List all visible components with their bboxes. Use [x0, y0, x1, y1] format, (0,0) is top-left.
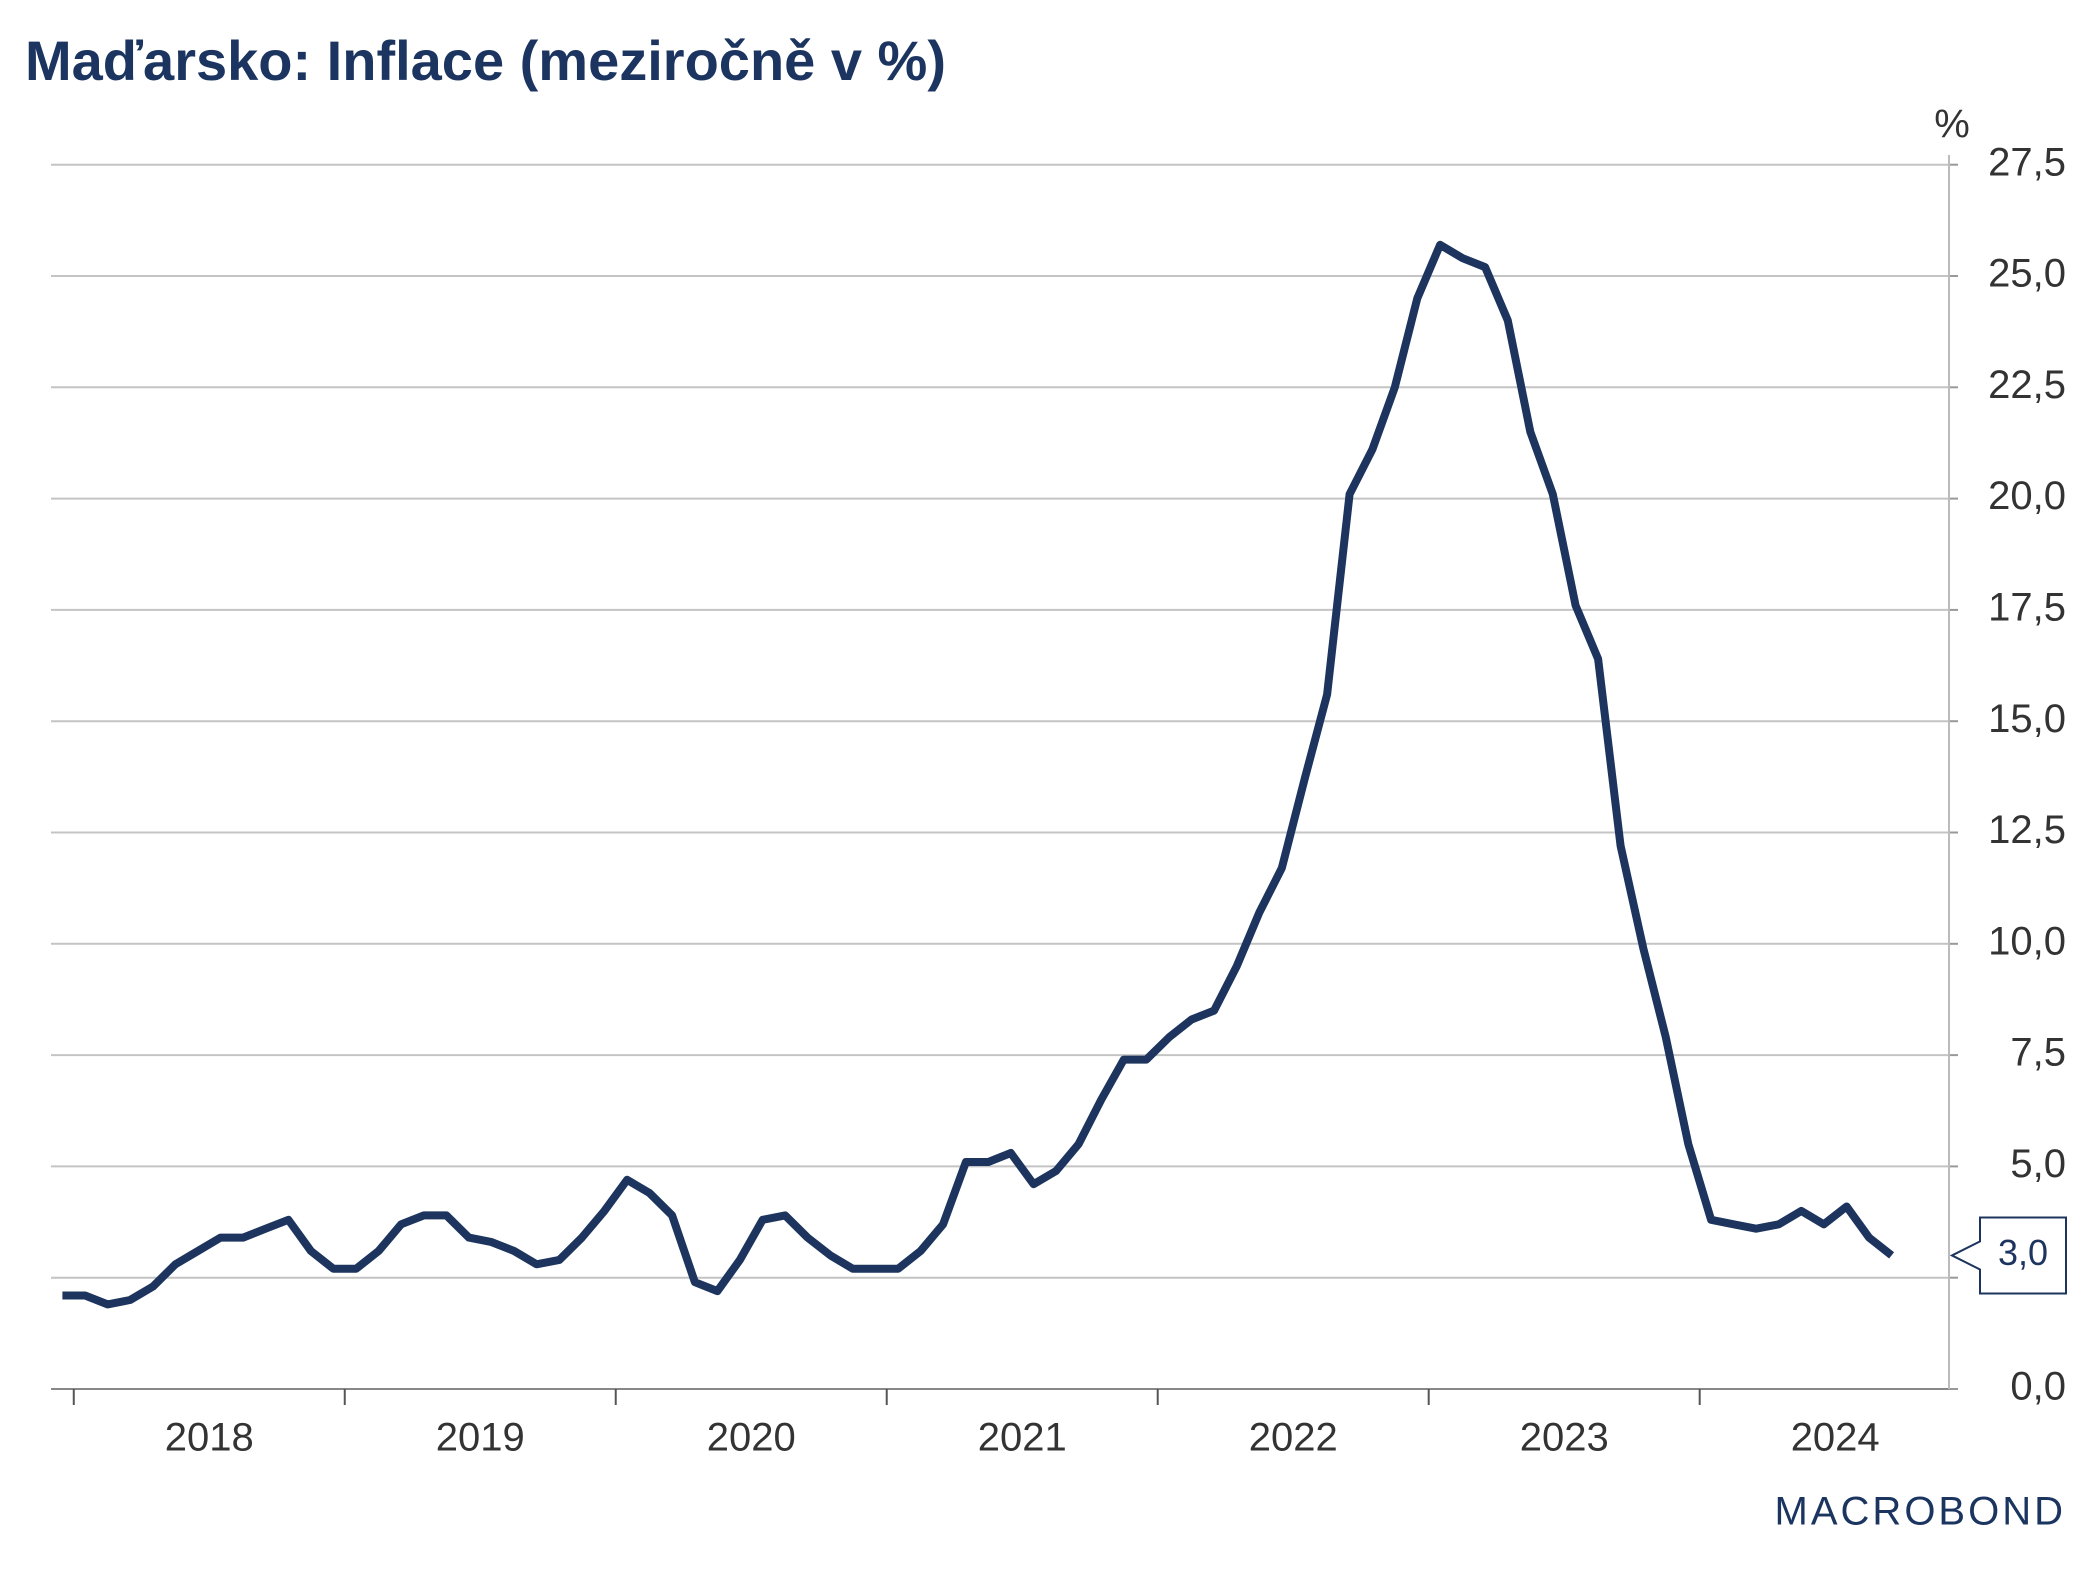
y-tick-label: 15,0: [1988, 697, 2066, 741]
x-tick-label: 2021: [978, 1416, 1067, 1460]
x-tick-label: 2023: [1520, 1416, 1609, 1460]
y-tick-label: 0,0: [2010, 1365, 2066, 1409]
y-tick-label: 27,5: [1988, 140, 2066, 184]
y-tick-label: 7,5: [2010, 1031, 2066, 1075]
y-tick-label: 20,0: [1988, 474, 2066, 518]
value-label: 3,0: [1998, 1232, 2048, 1273]
x-tick-label: 2018: [165, 1416, 254, 1460]
y-tick-label: 25,0: [1988, 252, 2066, 296]
y-tick-label: 5,0: [2010, 1142, 2066, 1186]
data-line: [62, 240, 1895, 1309]
x-tick-label: 2022: [1249, 1416, 1338, 1460]
callout-box: [1949, 1216, 2067, 1295]
chart-title: Maďarsko: Inflace (meziročně v %): [25, 29, 946, 92]
x-tick-label: 2019: [436, 1416, 525, 1460]
y-unit: %: [1934, 103, 1970, 147]
y-tick-label: 12,5: [1988, 808, 2066, 852]
x-tick-label: 2020: [707, 1416, 796, 1460]
x-tick-label: 2024: [1791, 1416, 1880, 1460]
y-tick-label: 10,0: [1988, 919, 2066, 963]
y-tick-label: 17,5: [1988, 585, 2066, 629]
brand-logo: MACROBOND: [1775, 1490, 2066, 1534]
y-tick-label: 22,5: [1988, 363, 2066, 407]
